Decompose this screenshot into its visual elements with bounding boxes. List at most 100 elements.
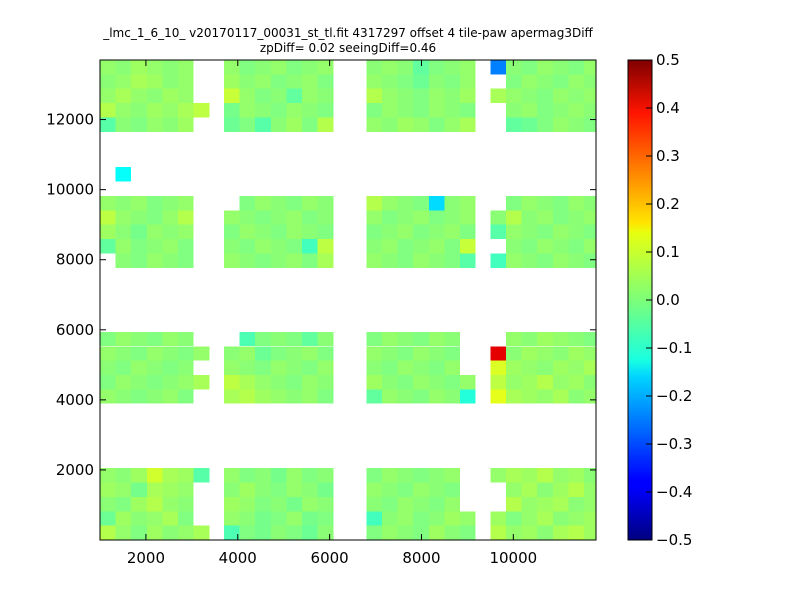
heatmap-cell	[584, 360, 596, 375]
heatmap-cell	[428, 496, 445, 512]
heatmap-cell	[239, 117, 256, 132]
heatmap-cell	[317, 195, 334, 211]
heatmap-cell	[317, 117, 334, 132]
heatmap-cell	[178, 389, 194, 404]
heatmap-cell	[317, 239, 334, 254]
heatmap-cell	[115, 331, 132, 347]
heatmap-cell	[115, 224, 132, 240]
heatmap-cell	[521, 482, 538, 497]
heatmap-cell	[146, 224, 163, 240]
heatmap-cell	[178, 525, 194, 540]
heatmap-cell	[224, 360, 240, 375]
heatmap-cell	[444, 88, 461, 104]
heatmap-cell	[146, 60, 163, 75]
heatmap-cell	[537, 468, 553, 483]
heatmap-cell	[568, 103, 585, 118]
heatmap-cell	[131, 74, 147, 89]
heatmap-cell	[255, 88, 271, 104]
heatmap-cell	[505, 511, 522, 526]
heatmap-cell	[460, 374, 476, 390]
heatmap-cell	[397, 360, 414, 375]
heatmap-cell	[490, 210, 506, 225]
heatmap-cell	[460, 74, 476, 89]
heatmap-cell	[521, 511, 538, 526]
heatmap-cell	[552, 117, 569, 132]
heatmap-cell	[100, 224, 116, 240]
heatmap-cell	[521, 374, 538, 390]
heatmap-cell	[537, 496, 553, 512]
colorbar-tick-label: −0.5	[656, 531, 692, 549]
heatmap-cell	[444, 253, 461, 268]
heatmap-cell	[505, 239, 522, 254]
heatmap-cell	[537, 374, 553, 390]
y-tick-label: 6000	[56, 321, 94, 339]
colorbar-tick-label: 0.1	[656, 243, 680, 261]
heatmap-cell	[381, 468, 398, 483]
heatmap-cell	[302, 224, 318, 240]
heatmap-cell	[521, 210, 538, 225]
heatmap-cell	[490, 224, 506, 240]
heatmap-cell	[286, 74, 303, 89]
heatmap-cell	[239, 360, 256, 375]
heatmap-cell	[115, 468, 132, 483]
heatmap-cell	[537, 88, 553, 104]
heatmap-cell	[270, 374, 287, 390]
heatmap-cell	[239, 103, 256, 118]
heatmap-cell	[444, 511, 461, 526]
heatmap-cell	[224, 468, 240, 483]
heatmap-cell	[413, 525, 429, 540]
heatmap-cell	[162, 195, 179, 211]
heatmap-cell	[381, 117, 398, 132]
heatmap-cell	[381, 253, 398, 268]
heatmap-cell	[302, 482, 318, 497]
heatmap-cell	[131, 239, 147, 254]
heatmap-cell	[146, 210, 163, 225]
heatmap-cell	[552, 210, 569, 225]
heatmap-cell	[131, 210, 147, 225]
heatmap-cell	[224, 253, 240, 268]
heatmap-cell	[162, 389, 179, 404]
heatmap-cell	[255, 468, 271, 483]
y-tick-label: 2000	[56, 461, 94, 479]
heatmap-cell	[490, 511, 506, 526]
heatmap-cell	[568, 331, 585, 347]
heatmap-cell	[146, 525, 163, 540]
heatmap-cell	[444, 482, 461, 497]
heatmap-cell	[302, 468, 318, 483]
heatmap-cell	[239, 210, 256, 225]
heatmap-cell	[568, 224, 585, 240]
heatmap-cell	[317, 374, 334, 390]
heatmap-cell	[162, 525, 179, 540]
heatmap-cell	[162, 346, 179, 361]
heatmap-cell	[146, 74, 163, 89]
heatmap-cell	[193, 346, 210, 361]
heatmap-cell	[146, 346, 163, 361]
heatmap-cell	[366, 210, 382, 225]
heatmap-cell	[568, 346, 585, 361]
heatmap-cell	[568, 482, 585, 497]
heatmap-cell	[100, 511, 116, 526]
heatmap-cell	[413, 468, 429, 483]
heatmap-cell	[444, 360, 461, 375]
heatmap-cell	[505, 482, 522, 497]
heatmap-cell	[270, 468, 287, 483]
heatmap-cell	[146, 239, 163, 254]
heatmap-cell	[115, 74, 132, 89]
heatmap-cell	[460, 210, 476, 225]
heatmap-cell	[317, 210, 334, 225]
heatmap-cell	[552, 253, 569, 268]
heatmap-cell	[131, 496, 147, 512]
y-tick-label: 8000	[56, 251, 94, 269]
heatmap-cell	[413, 360, 429, 375]
y-tick-label: 12000	[46, 111, 94, 129]
heatmap-cell	[397, 239, 414, 254]
heatmap-cell	[100, 195, 116, 211]
heatmap-cell	[521, 496, 538, 512]
heatmap-cell	[317, 496, 334, 512]
heatmap-cell	[584, 253, 596, 268]
heatmap-cell	[286, 346, 303, 361]
heatmap-cell	[178, 511, 194, 526]
heatmap-cell	[521, 103, 538, 118]
heatmap-cell	[317, 253, 334, 268]
y-tick-label: 4000	[56, 391, 94, 409]
